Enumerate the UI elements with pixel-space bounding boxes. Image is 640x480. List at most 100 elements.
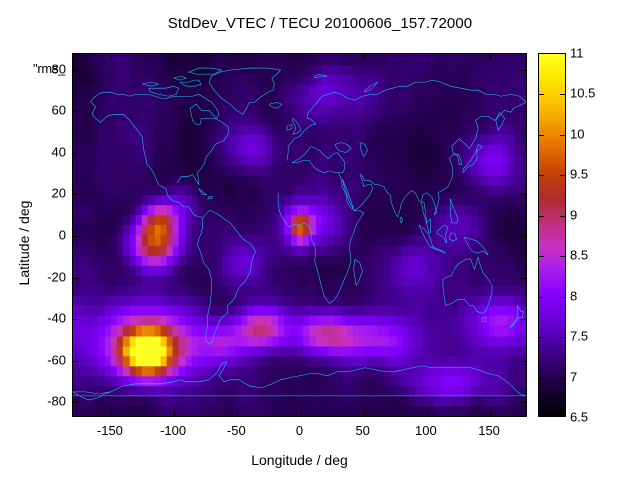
x-axis-tick-labels: -150 -100 -50 0 50 100 150 xyxy=(0,423,640,443)
coastline-path xyxy=(354,259,363,285)
coastline-path xyxy=(199,189,207,195)
x-axis-tick-label: -100 xyxy=(160,423,187,438)
x-axis-tick xyxy=(110,410,112,416)
coastline-path xyxy=(365,82,378,92)
x-axis-tick-label: 0 xyxy=(295,423,304,438)
coastline-path xyxy=(342,179,353,209)
y-axis-tick-label: 40 xyxy=(51,144,66,160)
y-axis-tick xyxy=(520,402,526,404)
coastline-path xyxy=(209,68,281,114)
x-axis-tick xyxy=(426,410,428,416)
x-axis-tick-label: 50 xyxy=(355,423,370,438)
colorbar-tick-label: 9.5 xyxy=(570,166,589,182)
x-axis-tick xyxy=(300,54,302,60)
figure-title: StdDev_VTEC / TECU 20100606_157.72000 xyxy=(167,15,473,32)
y-axis-tick-label: 0 xyxy=(58,227,66,243)
y-axis-tick xyxy=(520,111,526,113)
x-axis-tick xyxy=(174,410,176,416)
coastline-path xyxy=(463,145,482,173)
x-axis-tick-label: -150 xyxy=(96,423,123,438)
y-axis-tick-labels: 80 60 40 20 0 -20 -40 -60 -80 xyxy=(0,0,66,480)
x-axis-tick-label: 100 xyxy=(415,423,437,438)
x-axis-tick xyxy=(363,410,365,416)
colorbar-tick-label: 10 xyxy=(570,126,585,142)
coastline-path xyxy=(91,102,203,219)
colorbar-tick xyxy=(560,215,565,217)
coastline-path xyxy=(437,225,448,243)
coastline-path xyxy=(400,217,403,223)
stddev-vtec-heatmap xyxy=(73,54,526,416)
coastline-path xyxy=(360,142,368,156)
x-axis-tick xyxy=(237,54,239,60)
colorbar-tick xyxy=(560,296,565,298)
coastline-path xyxy=(443,257,492,313)
y-axis-tick xyxy=(520,319,526,321)
rms-overlap-artifact-text: "rms_ xyxy=(33,61,66,76)
colorbar-tick-label: 7.5 xyxy=(570,328,589,344)
colorbar-tick xyxy=(539,175,544,177)
x-axis-tick xyxy=(110,54,112,60)
y-axis-tick xyxy=(73,69,79,71)
coastline-path xyxy=(278,173,364,304)
y-axis-tick-label: 60 xyxy=(51,102,66,118)
colorbar-tick xyxy=(560,377,565,379)
y-axis-tick xyxy=(73,111,79,113)
y-axis-tick-label: 80 xyxy=(51,61,66,77)
colorbar-tick-label: 6.5 xyxy=(570,409,589,425)
x-axis-tick xyxy=(490,54,492,60)
map-plot-area xyxy=(72,53,527,417)
colorbar-tick xyxy=(539,94,544,96)
coastline-overlay xyxy=(73,54,526,416)
coastline-path xyxy=(269,102,282,108)
y-axis-tick xyxy=(520,360,526,362)
colorbar-tick xyxy=(560,337,565,339)
y-axis-tick xyxy=(73,152,79,154)
coastline-path xyxy=(73,392,111,400)
y-axis-tick xyxy=(520,236,526,237)
y-axis-tick xyxy=(520,69,526,71)
coastline-path xyxy=(149,86,179,96)
y-axis-title: Latitude / deg xyxy=(16,200,32,286)
coastline-path xyxy=(335,142,351,152)
y-axis-tick xyxy=(73,277,79,279)
y-axis-tick-label: -80 xyxy=(47,393,66,409)
x-axis-tick xyxy=(426,54,428,60)
y-axis-tick-label: -40 xyxy=(47,310,66,326)
y-axis-tick xyxy=(73,402,79,404)
colorbar-gradient xyxy=(539,54,565,416)
colorbar-tick xyxy=(539,377,544,379)
x-axis-tick xyxy=(363,54,365,60)
colorbar-tick xyxy=(560,94,565,96)
coastline-path xyxy=(287,80,526,160)
colorbar-tick-labels: 11 10.5 10 9.5 9 8.5 8 7.5 7 6.5 xyxy=(570,0,640,480)
coastline-path xyxy=(315,74,328,78)
x-axis-tick-label: -50 xyxy=(226,423,246,438)
y-axis-tick xyxy=(520,277,526,279)
coastline-path xyxy=(174,76,187,80)
y-axis-tick xyxy=(520,194,526,196)
colorbar-tick xyxy=(560,134,565,136)
coastline-path xyxy=(189,68,222,74)
y-axis-tick-label: -20 xyxy=(47,269,66,285)
colorbar-tick xyxy=(560,256,565,258)
colorbar-tick-label: 8 xyxy=(570,288,578,304)
colorbar-tick xyxy=(539,256,544,258)
y-axis-tick xyxy=(73,360,79,362)
colorbar-tick-label: 10.5 xyxy=(570,85,596,101)
coastline-path xyxy=(422,102,526,233)
coastline-path xyxy=(292,118,301,134)
y-axis-tick xyxy=(73,194,79,196)
coastline-path xyxy=(419,225,445,253)
x-axis-tick-label: 150 xyxy=(478,423,500,438)
coastline-path xyxy=(91,92,229,185)
colorbar-tick xyxy=(539,296,544,298)
x-axis-tick xyxy=(300,410,302,416)
x-axis-title: Longitude / deg xyxy=(251,452,348,468)
y-axis-tick xyxy=(520,152,526,154)
coastline-path xyxy=(142,82,158,86)
colorbar-tick xyxy=(539,337,544,339)
coastline-path xyxy=(482,317,486,321)
colorbar xyxy=(538,53,566,417)
y-axis-tick xyxy=(73,236,79,237)
